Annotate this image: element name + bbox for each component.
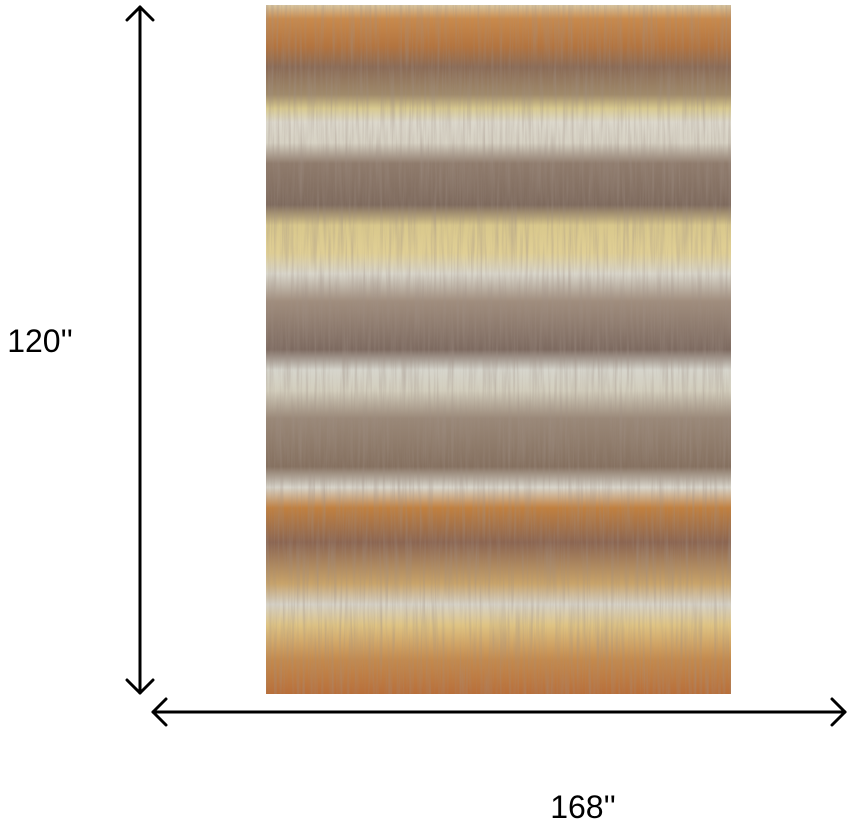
width-label: 168'' [550, 789, 616, 823]
rug [266, 5, 731, 694]
height-arrow [125, 5, 155, 695]
width-arrow [151, 697, 847, 727]
rug-texture [266, 5, 731, 694]
height-label: 120'' [7, 323, 73, 359]
